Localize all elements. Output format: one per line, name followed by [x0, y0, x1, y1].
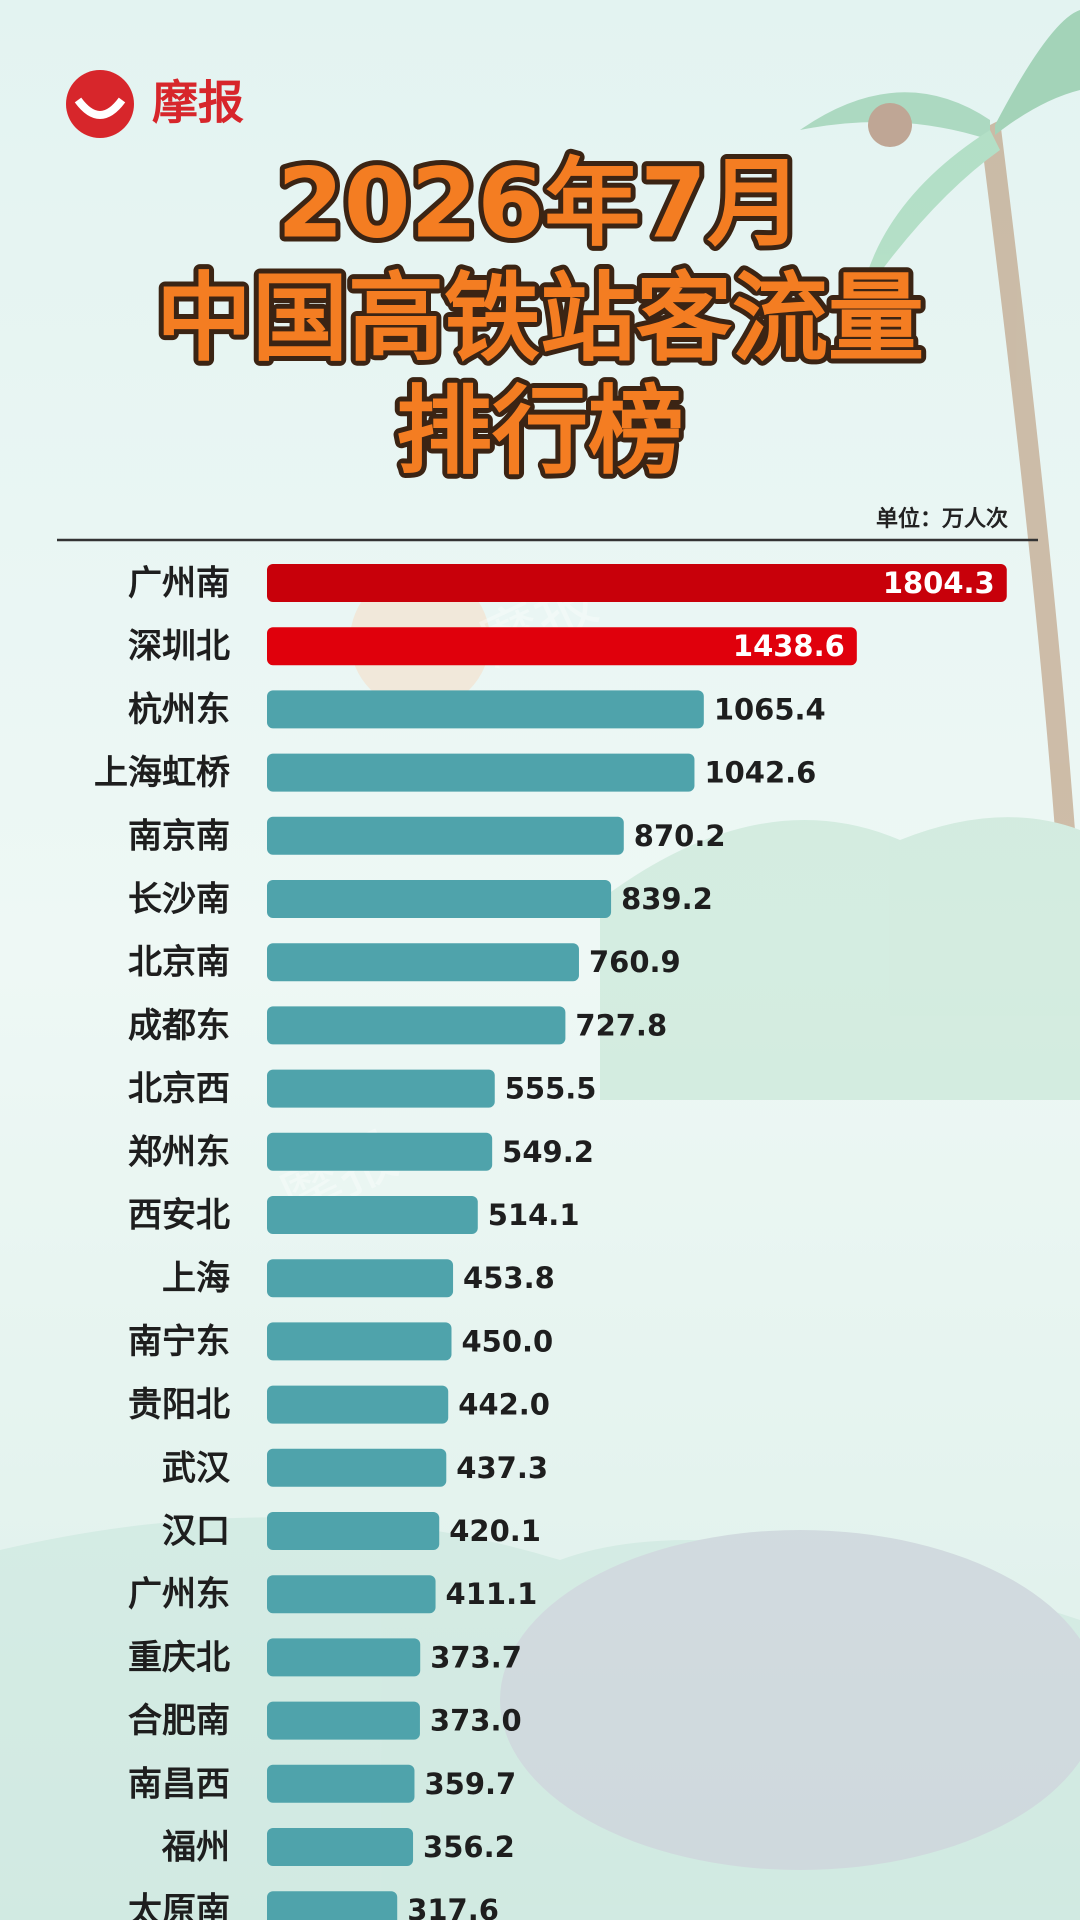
value-label: 1042.6 [704, 756, 816, 790]
bar [267, 564, 1007, 602]
value-label: 760.9 [589, 945, 681, 979]
bar [267, 1764, 415, 1803]
bar [267, 1385, 449, 1424]
unit-label: 单位：万人次 [876, 506, 1008, 532]
value-label: 453.8 [463, 1261, 555, 1295]
value-label: 1804.3 [883, 566, 995, 600]
category-label: 广州南 [128, 564, 230, 604]
bar [267, 1322, 452, 1361]
bar [267, 1448, 447, 1487]
value-label: 373.0 [430, 1704, 522, 1738]
bar [267, 816, 624, 855]
value-label: 437.3 [456, 1451, 548, 1485]
bar [267, 1512, 440, 1550]
value-label: 514.1 [488, 1198, 580, 1232]
category-label: 长沙南 [128, 880, 230, 920]
bar [267, 627, 857, 666]
title-line: 中国高铁站客流量 [156, 262, 924, 374]
category-label: 南京南 [128, 816, 230, 856]
category-label: 北京南 [128, 943, 230, 983]
category-label: 重庆北 [128, 1638, 230, 1678]
value-label: 317.6 [407, 1893, 499, 1920]
category-label: 贵阳北 [128, 1385, 230, 1425]
category-label: 成都东 [128, 1006, 230, 1046]
bar [267, 943, 579, 982]
title-line: 排行榜 [396, 375, 684, 487]
bar [267, 1132, 493, 1171]
category-label: 郑州东 [128, 1132, 230, 1172]
value-label: 549.2 [502, 1135, 594, 1169]
bar [267, 1828, 414, 1866]
bar [267, 1259, 454, 1298]
value-label: 450.0 [462, 1324, 554, 1358]
value-label: 359.7 [424, 1767, 516, 1801]
category-label: 杭州东 [128, 690, 230, 730]
category-label: 福州 [161, 1828, 230, 1868]
bar [267, 1006, 566, 1045]
value-label: 420.1 [449, 1514, 541, 1548]
bar [267, 1196, 478, 1234]
category-label: 武汉 [162, 1448, 231, 1488]
title-line: 2026年7月 [277, 147, 803, 259]
category-label: 上海 [162, 1259, 230, 1299]
value-label: 442.0 [458, 1388, 550, 1422]
category-label: 南宁东 [128, 1322, 230, 1362]
category-label: 深圳北 [128, 627, 230, 667]
value-label: 373.7 [430, 1640, 522, 1674]
bar [267, 1638, 421, 1677]
value-label: 411.1 [446, 1577, 538, 1611]
bar [267, 690, 704, 729]
logo: 摩报 [66, 70, 244, 138]
bar [267, 1701, 420, 1740]
value-label: 870.2 [634, 819, 726, 853]
category-label: 上海虹桥 [94, 753, 230, 793]
category-label: 北京西 [128, 1069, 230, 1109]
value-label: 727.8 [575, 1008, 667, 1042]
logo-text: 摩报 [152, 76, 244, 130]
category-label: 南昌西 [128, 1764, 230, 1804]
category-label: 广州东 [128, 1575, 230, 1615]
bar [267, 1575, 436, 1614]
value-label: 555.5 [505, 1072, 597, 1106]
bar [267, 753, 695, 792]
category-label: 太原南 [128, 1891, 230, 1920]
bar [267, 880, 612, 918]
category-label: 合肥南 [128, 1701, 230, 1741]
decoration [0, 10, 1080, 1920]
category-label: 西安北 [128, 1196, 230, 1236]
bars: 广州南 1804.3 深圳北 1438.6 杭州东 1065.4 上海虹桥 1042.6 南京南… [94, 564, 1007, 1920]
value-label: 1438.6 [733, 629, 845, 663]
bar [267, 1069, 495, 1108]
value-label: 1065.4 [714, 692, 826, 726]
value-label: 839.2 [621, 882, 713, 916]
bar [267, 1891, 398, 1920]
category-label: 汉口 [162, 1512, 230, 1552]
value-label: 356.2 [423, 1830, 515, 1864]
